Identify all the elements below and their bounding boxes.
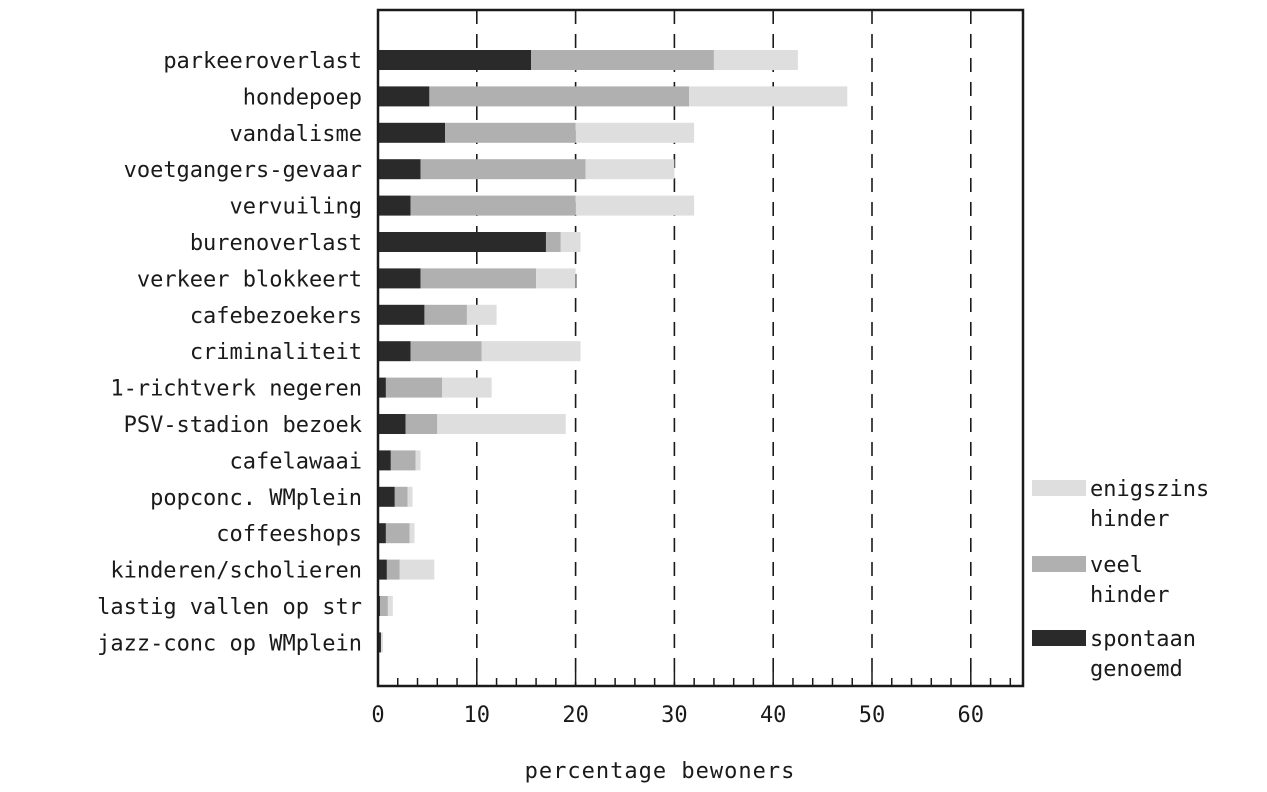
bar-enigszins-hinder [442,377,492,398]
bar-veel-hinder [420,159,586,180]
bar-veel-hinder [386,559,400,580]
bar-veel-hinder [410,341,482,362]
bar-enigszins-hinder [466,304,497,325]
bar-veel-hinder [390,450,416,471]
legend-label: hinder [1090,507,1169,532]
bar-enigszins-hinder [481,341,581,362]
bar-spontaan-genoemd [378,304,425,325]
legend-label: hinder [1090,583,1169,608]
bar-veel-hinder [385,523,410,544]
bar-spontaan-genoemd [378,195,411,216]
category-label: jazz-conc op WMplein [97,631,362,656]
category-labels: parkeeroverlast hondepoep vandalisme voetga… [97,49,362,656]
x-tick-label: 60 [958,703,985,728]
x-tick-label: 30 [661,703,688,728]
bar-spontaan-genoemd [378,159,421,180]
bar-enigszins-hinder [536,268,576,289]
bar-veel-hinder [385,377,443,398]
bar-spontaan-genoemd [378,559,387,580]
x-tick-label: 10 [464,703,491,728]
bar-enigszins-hinder [415,450,421,471]
bar-spontaan-genoemd [378,122,446,143]
bar-veel-hinder [429,86,690,107]
bar-enigszins-hinder [575,195,695,216]
bar-spontaan-genoemd [378,450,391,471]
category-label: verkeer blokkeert [137,267,362,292]
bar-spontaan-genoemd [378,86,430,107]
category-label: vandalisme [230,122,362,147]
x-tick-label: 40 [760,703,787,728]
bar-enigszins-hinder [689,86,848,107]
category-label: PSV-stadion bezoek [124,413,362,438]
category-label: popconc. WMplein [150,486,362,511]
category-label: parkeeroverlast [163,49,362,74]
bar-enigszins-hinder [585,159,675,180]
bar-spontaan-genoemd [378,232,546,252]
bar-veel-hinder [394,486,408,507]
bar-veel-hinder [379,596,388,616]
bar-spontaan-genoemd [378,414,406,434]
bar-enigszins-hinder [387,596,393,616]
bar-enigszins-hinder [409,523,415,544]
category-label: voetgangers-gevaar [124,158,362,183]
legend-swatch [1032,630,1086,646]
category-label: hondepoep [243,85,362,110]
bar-spontaan-genoemd [378,268,421,289]
bar-enigszins-hinder [560,232,581,252]
bar-veel-hinder [531,50,714,70]
category-label: cafebezoekers [190,304,362,329]
bar-enigszins-hinder [399,559,435,580]
bar-veel-hinder [445,122,576,143]
bar-veel-hinder [545,232,561,252]
legend-label: enigszins [1090,477,1209,502]
bar-spontaan-genoemd [378,50,532,70]
bar-enigszins-hinder [713,50,798,70]
category-label: coffeeshops [216,522,362,547]
legend: enigszins hinder veel hinder spontaan genoemd [1032,477,1209,682]
bar-group [378,50,848,653]
category-label: 1-richtverk negeren [110,377,362,402]
bar-enigszins-hinder [407,486,413,507]
category-label: kinderen/scholieren [110,559,362,584]
bar-enigszins-hinder [575,122,695,143]
category-label: burenoverlast [190,231,362,256]
plot-frame [376,8,1025,688]
category-label: cafelawaai [230,449,362,474]
bar-enigszins-hinder [380,632,383,653]
category-label: lastig vallen op str [97,595,362,620]
bar-spontaan-genoemd [378,377,386,398]
bar-veel-hinder [410,195,576,216]
bar-veel-hinder [420,268,537,289]
bar-enigszins-hinder [437,414,566,434]
x-axis-ticks: 0 10 20 30 40 50 60 [371,672,1012,728]
bar-spontaan-genoemd [378,341,411,362]
x-tick-label: 0 [371,703,384,728]
legend-label: veel [1090,553,1143,578]
x-tick-label: 20 [562,703,589,728]
legend-swatch [1032,480,1086,496]
bar-veel-hinder [424,304,467,325]
category-label: vervuiling [230,195,362,220]
bar-veel-hinder [405,414,438,434]
x-axis-title: percentage bewoners [525,759,796,784]
bar-spontaan-genoemd [378,632,381,653]
bar-spontaan-genoemd [378,523,386,544]
legend-label: spontaan [1090,627,1196,652]
bar-spontaan-genoemd [378,486,395,507]
x-tick-label: 50 [859,703,886,728]
legend-label: genoemd [1090,657,1183,682]
category-label: criminaliteit [190,340,362,365]
legend-swatch [1032,556,1086,572]
